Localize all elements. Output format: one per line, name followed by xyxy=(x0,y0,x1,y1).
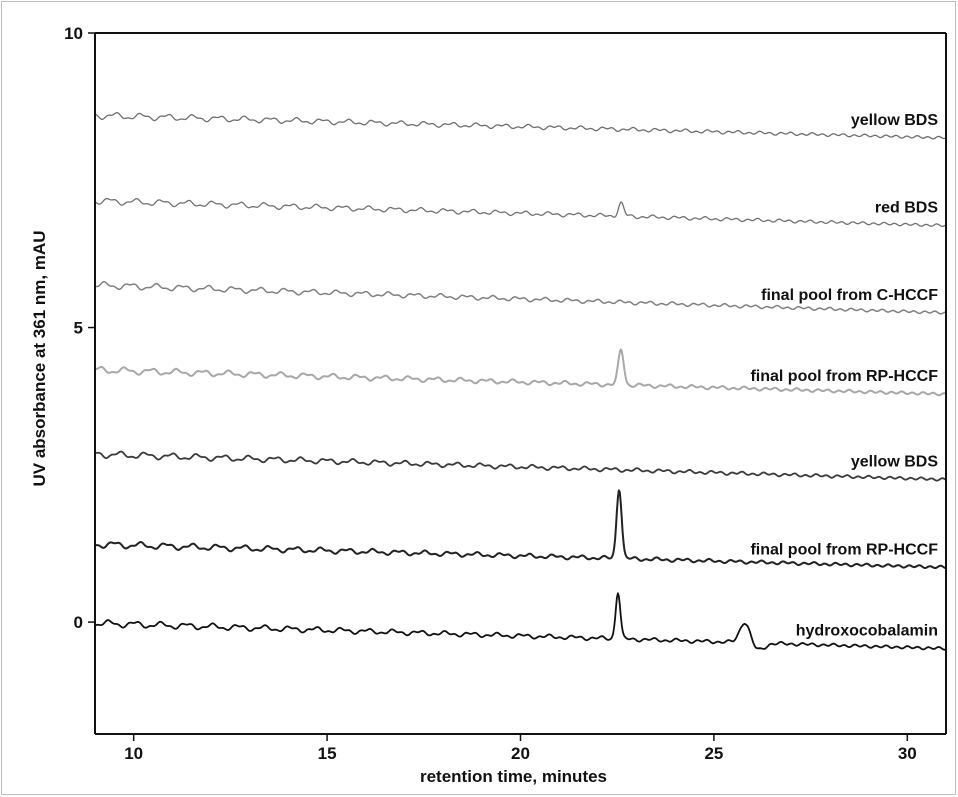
trace-label-1: yellow BDS xyxy=(851,112,938,129)
y-tick-label: 0 xyxy=(74,613,83,632)
trace-line-6 xyxy=(94,489,947,570)
y-tick-label: 5 xyxy=(74,319,83,338)
x-tick-label: 20 xyxy=(511,744,530,763)
y-tick-label: 10 xyxy=(64,24,83,43)
trace-label-2: red BDS xyxy=(875,200,938,217)
trace-line-3 xyxy=(94,281,946,315)
x-tick-label: 10 xyxy=(124,744,143,763)
y-axis-title: UV absorbance at 361 nm, mAU xyxy=(30,230,49,486)
trace-label-5: yellow BDS xyxy=(851,454,938,471)
x-axis-title: retention time, minutes xyxy=(420,767,607,786)
trace-label-6: final pool from RP-HCCF xyxy=(750,541,938,558)
trace-label-7: hydroxocobalamin xyxy=(796,623,938,640)
x-tick-label: 30 xyxy=(898,744,917,763)
trace-line-4 xyxy=(94,348,947,397)
trace-label-3: final pool from C-HCCF xyxy=(761,287,938,304)
trace-line-5 xyxy=(94,450,947,482)
trace-line-2 xyxy=(94,197,947,228)
trace-label-4: final pool from RP-HCCF xyxy=(750,368,938,385)
x-tick-label: 25 xyxy=(704,744,723,763)
trace-line-1 xyxy=(94,112,947,140)
trace-line-7 xyxy=(94,592,947,651)
x-tick-label: 15 xyxy=(318,744,337,763)
